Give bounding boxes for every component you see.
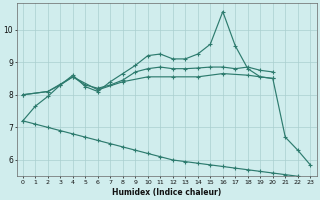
X-axis label: Humidex (Indice chaleur): Humidex (Indice chaleur) xyxy=(112,188,221,197)
